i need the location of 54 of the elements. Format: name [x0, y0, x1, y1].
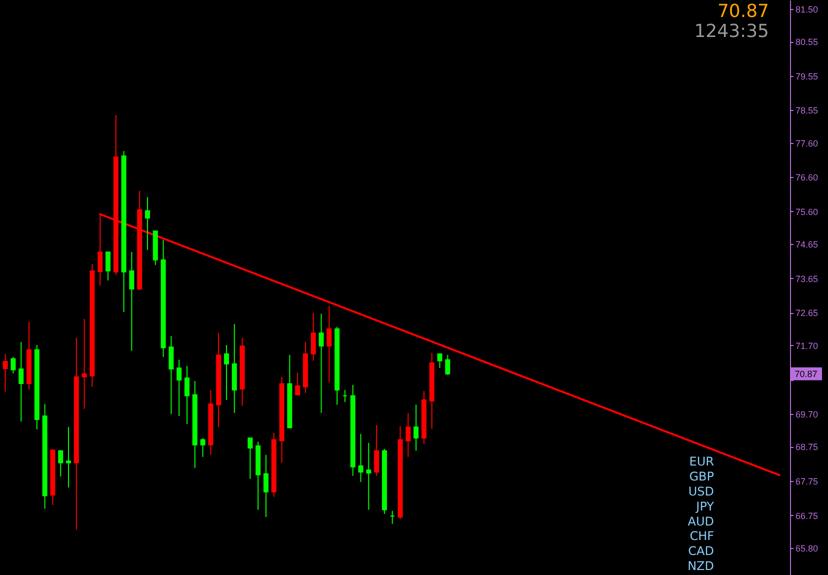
candlestick [445, 354, 450, 376]
y-tick-label: 74.65 [796, 240, 818, 250]
candlestick [184, 365, 190, 424]
y-tick-label: 68.75 [796, 442, 818, 452]
candlestick [66, 426, 72, 488]
candlestick [374, 424, 380, 476]
annotation: EUR [689, 454, 714, 469]
y-tick-label: 67.75 [796, 476, 818, 486]
annotation: USD [688, 484, 714, 498]
candlestick [358, 433, 364, 482]
y-tick-label: 79.55 [796, 71, 818, 82]
y-tick-label: 76.60 [796, 172, 818, 183]
annotation: GBP [689, 470, 714, 484]
candlestick [144, 196, 150, 250]
y-tick-label: 72.65 [796, 308, 818, 318]
annotation: 70.87 [717, 1, 769, 22]
annotation: CHF [690, 529, 714, 544]
y-tick-label: 71.70 [796, 340, 818, 351]
candlestick [263, 454, 268, 518]
text: 70.87 [794, 368, 818, 379]
candlestick [224, 344, 229, 400]
candlestick [326, 305, 332, 383]
candlestick [310, 312, 316, 362]
y-tick-label: 81.50 [796, 4, 818, 14]
candlestick [248, 438, 253, 480]
y-tick-label: 75.60 [796, 206, 818, 217]
candlestick [366, 442, 372, 510]
annotation: AUD [688, 514, 714, 528]
y-tick-label: 77.60 [796, 138, 818, 148]
candlestick [168, 336, 174, 414]
annotation: JPY [695, 499, 715, 514]
annotation: NZD [688, 559, 714, 573]
annotation: CAD [688, 544, 714, 558]
candlestick [406, 412, 411, 458]
candlestick [106, 251, 110, 281]
y-tick-label: 69.70 [796, 410, 818, 420]
candlestick [10, 356, 16, 374]
candlestick [18, 341, 24, 422]
candlestick [414, 404, 419, 452]
candlestick [82, 318, 87, 410]
candlestick [176, 359, 182, 417]
annotation: 1243:35 [694, 21, 769, 42]
candlestick [2, 353, 8, 392]
candlestick [129, 251, 134, 352]
candlestick [58, 450, 64, 477]
y-tick-label: 78.55 [796, 106, 818, 116]
y-tick-label: 80.55 [796, 37, 818, 48]
y-tick-label: 66.75 [796, 510, 818, 521]
y-tick-label: 73.65 [796, 274, 818, 284]
candlestick [200, 438, 206, 458]
y-tick-label: 65.80 [796, 543, 818, 554]
candlestick [295, 372, 300, 396]
candlestick [437, 353, 442, 368]
candlestick [318, 313, 324, 414]
